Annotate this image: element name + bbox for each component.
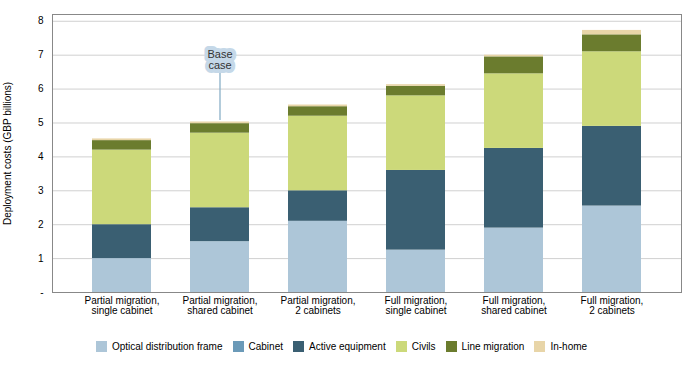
svg-text:Full migration,2 cabinets: Full migration,2 cabinets <box>581 295 644 316</box>
html-text:Optical distribution frame: Optical distribution frame <box>111 341 223 352</box>
svg-text:Partial migration,shared cabin: Partial migration,shared cabinet <box>182 295 257 316</box>
svg-text:7: 7 <box>38 49 44 60</box>
svg-text:2: 2 <box>38 219 44 230</box>
svg-text:Deployment costs (GBP billions: Deployment costs (GBP billions) <box>2 82 13 225</box>
html-text:In-home: In-home <box>550 341 588 352</box>
svg-text:5: 5 <box>38 117 44 128</box>
svg-text:Full migration,shared cabinet: Full migration,shared cabinet <box>481 295 547 316</box>
svg-text:1: 1 <box>38 253 44 264</box>
html-text:Line migration: Line migration <box>461 341 525 352</box>
svg-text:6: 6 <box>38 83 44 94</box>
svg-text:4: 4 <box>38 151 44 162</box>
html-text:Civils: Civils <box>411 341 436 352</box>
svg-text:8: 8 <box>38 15 44 26</box>
svg-text:Basecase: Basecase <box>207 48 232 71</box>
svg-text:-: - <box>40 287 43 298</box>
svg-text:3: 3 <box>38 185 44 196</box>
svg-text:Full migration,single cabinet: Full migration,single cabinet <box>385 295 448 316</box>
svg-text:Partial migration,2 cabinets: Partial migration,2 cabinets <box>280 295 355 316</box>
html-text:Active equipment: Active equipment <box>309 341 386 352</box>
html-text:Cabinet: Cabinet <box>248 341 283 352</box>
svg-text:Partial migration,single cabin: Partial migration,single cabinet <box>84 295 159 316</box>
